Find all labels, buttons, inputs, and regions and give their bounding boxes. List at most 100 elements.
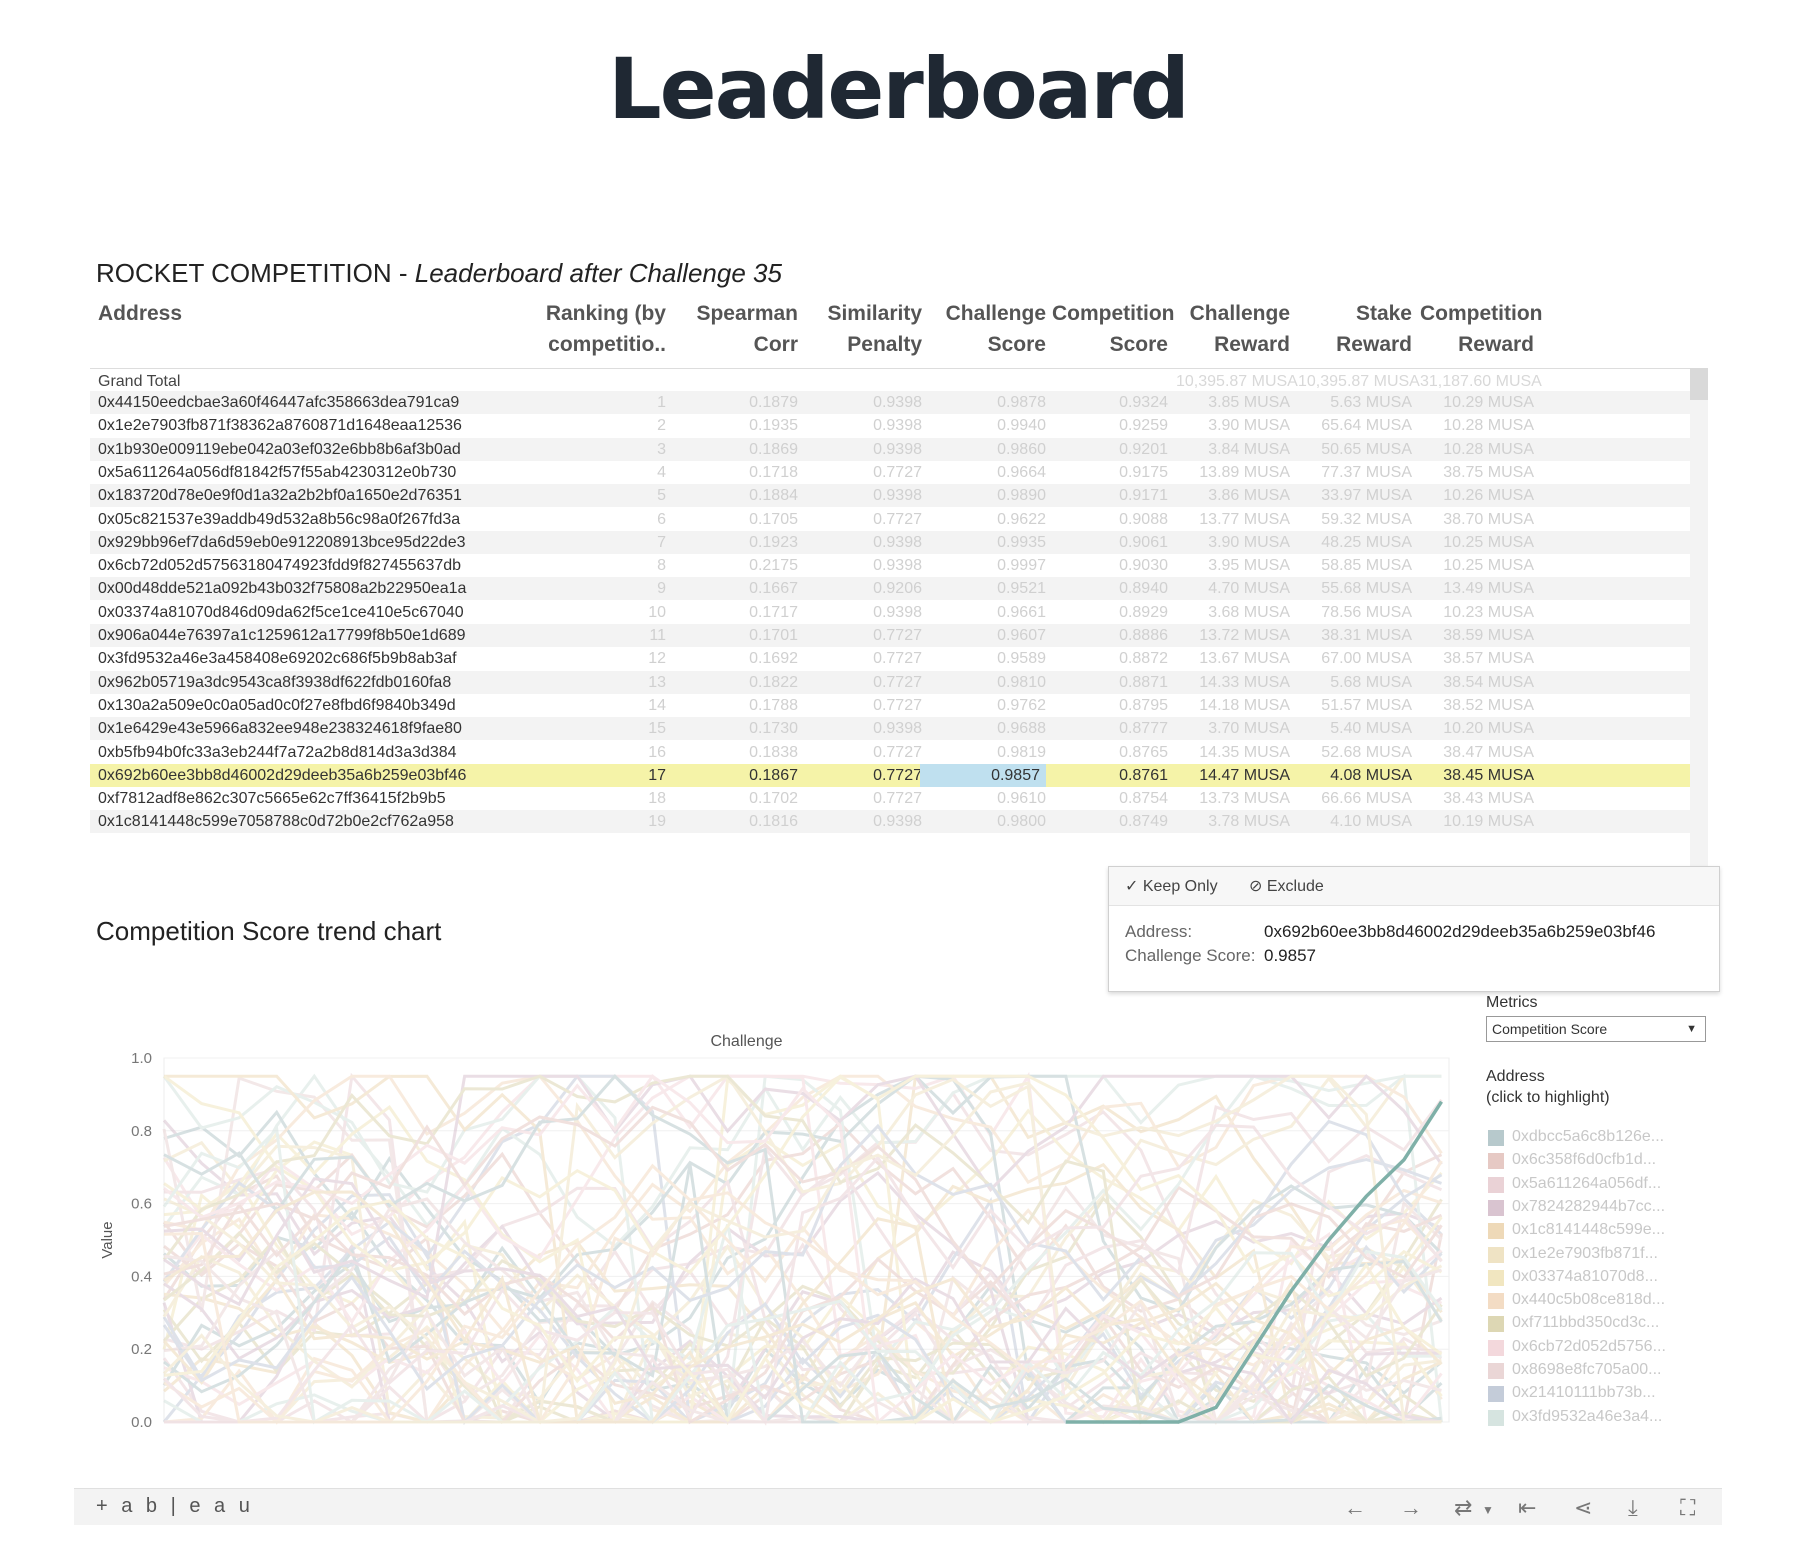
table-row[interactable]: 0xf7812adf8e862c307c5665e62c7ff36415f2b9… (90, 787, 1690, 810)
legend-item[interactable]: 0x6cb72d052d5756... (1486, 1338, 1706, 1358)
table-row[interactable]: 0x962b05719a3dc9543ca8f3938df622fdb0160f… (90, 670, 1690, 694)
leaderboard-table[interactable]: Grand Total 10,395.87 MUSA 10,395.87 MUSA 3… (90, 368, 1690, 890)
column-header[interactable]: Address (98, 298, 358, 329)
table-title: ROCKET COMPETITION - Leaderboard after C… (96, 258, 782, 289)
table-row[interactable]: 0x1e2e7903fb871f38362a8760871d1648eaa125… (90, 414, 1690, 437)
table-row[interactable]: 0x00d48dde521a092b43b032f75808a2b22950ea… (90, 577, 1690, 601)
legend-item[interactable]: 0x03374a81070d8... (1486, 1268, 1706, 1288)
table-cell: 14.35 MUSA (1199, 743, 1290, 761)
column-header[interactable]: Challenge Score (932, 298, 1046, 360)
table-cell: 0.1718 (749, 463, 798, 481)
table-row[interactable]: 0x130a2a509e0c0a05ad0c0f27e8fbd6f9840b34… (90, 694, 1690, 717)
column-header[interactable]: Challenge Reward (1176, 298, 1290, 360)
series-line[interactable] (163, 1074, 1442, 1424)
series-line[interactable] (162, 1123, 1443, 1426)
legend-item[interactable]: 0x5a611264a056df... (1486, 1175, 1706, 1195)
table-cell: 0.7727 (873, 790, 922, 808)
table-row[interactable]: 0xb5fb94b0fc33a3eb244f7a72a2b8d814d3a3d3… (90, 741, 1690, 764)
legend-item[interactable]: 0x440c5b08ce818d... (1486, 1291, 1706, 1311)
table-row[interactable]: 0x44150eedcbae3a60f46447afc358663dea791c… (90, 391, 1690, 414)
revert-icon[interactable]: ⇄ (1454, 1495, 1473, 1520)
legend-swatch (1488, 1409, 1504, 1426)
legend-item[interactable]: 0x7824282944b7cc... (1486, 1198, 1706, 1218)
trend-chart[interactable]: 0.00.20.40.60.81.02479111315171921232527… (74, 950, 1484, 1450)
series-line[interactable] (163, 1160, 1443, 1424)
table-row[interactable]: 0x3fd9532a46e3a458408e69202c686f5b9b8ab3… (90, 647, 1690, 670)
table-row[interactable]: 0x1c8141448c599e7058788c0d72b0e2cf762a95… (90, 810, 1690, 834)
series-line[interactable] (164, 1098, 1443, 1424)
series-line[interactable] (163, 1177, 1442, 1425)
legend-item[interactable]: 0x1e2e7903fb871f... (1486, 1245, 1706, 1265)
column-header[interactable]: Spearman Corr (676, 298, 798, 360)
table-row[interactable]: 0x6cb72d052d57563180474923fdd9f827455637… (90, 554, 1690, 577)
series-line[interactable] (163, 1230, 1443, 1410)
metrics-dropdown[interactable]: Competition Score ▼ (1486, 1016, 1706, 1042)
revert-dropdown-icon[interactable]: ▼ (1482, 1503, 1494, 1517)
table-row[interactable]: 0x05c821537e39addb49d532a8b56c98a0f267fd… (90, 508, 1690, 531)
series-line[interactable] (162, 1217, 1443, 1426)
series-line[interactable] (163, 1074, 1443, 1425)
series-line[interactable] (162, 1125, 1443, 1425)
reset-icon[interactable]: ⇤ (1518, 1495, 1537, 1520)
legend-item[interactable]: 0x21410111bb73b... (1486, 1384, 1706, 1404)
column-header[interactable]: Similarity Penalty (806, 298, 922, 360)
legend-item[interactable]: 0x8698e8fc705a00... (1486, 1361, 1706, 1381)
table-cell: 0.7727 (873, 510, 922, 528)
table-cell: 10.25 MUSA (1443, 533, 1534, 551)
series-line[interactable] (163, 1074, 1443, 1298)
highlighted-series-line[interactable] (1065, 1100, 1443, 1424)
table-cell: 0.1923 (749, 533, 798, 551)
table-row[interactable]: 0x03374a81070d846d09da62f5ce1ce410e5c670… (90, 601, 1690, 624)
legend-swatch (1488, 1316, 1504, 1333)
series-line[interactable] (162, 1074, 1442, 1424)
column-header[interactable]: Competition Score (1052, 298, 1174, 360)
keep-only-button[interactable]: ✓ Keep Only (1125, 876, 1218, 896)
undo-icon[interactable]: ← (1344, 1495, 1366, 1520)
series-line[interactable] (163, 1073, 1442, 1424)
table-cell: 11 (649, 627, 666, 644)
share-icon[interactable]: ⋖ (1574, 1495, 1593, 1520)
table-cell: 3.70 MUSA (1208, 720, 1290, 738)
table-cell: 13 (648, 673, 666, 691)
series-line[interactable] (163, 1105, 1443, 1298)
table-cell: 3.90 MUSA (1208, 533, 1290, 551)
download-icon[interactable]: ⤓ (1628, 1495, 1638, 1520)
table-cell: 13.77 MUSA (1199, 510, 1290, 528)
redo-icon[interactable]: → (1400, 1495, 1422, 1520)
table-row[interactable]: 0x906a044e76397a1c1259612a17799f8b50e1d6… (90, 624, 1690, 647)
legend-item[interactable]: 0x3fd9532a46e3a4... (1486, 1408, 1706, 1428)
series-line[interactable] (163, 1162, 1443, 1424)
legend-swatch (1488, 1293, 1504, 1310)
table-row[interactable]: 0x5a611264a056df81842f57f55ab4230312e0b7… (90, 461, 1690, 484)
column-header-line2: Score (987, 333, 1046, 356)
grand-total-row[interactable]: Grand Total 10,395.87 MUSA 10,395.87 MUSA 3… (90, 368, 1690, 395)
legend-item[interactable]: 0xdbcc5a6c8b126e... (1486, 1128, 1706, 1148)
column-header-line1: Ranking (by (545, 302, 666, 325)
column-header[interactable]: Ranking (by competitio.. (530, 298, 666, 360)
table-cell: 38.59 MUSA (1443, 627, 1534, 644)
table-row[interactable]: 0x692b60ee3bb8d46002d29deeb35a6b259e03bf… (90, 763, 1690, 787)
legend-item[interactable]: 0x1c8141448c599e... (1486, 1221, 1706, 1241)
scrollbar-thumb[interactable] (1690, 368, 1708, 400)
table-cell: 13.67 MUSA (1199, 650, 1290, 668)
table-scrollbar[interactable] (1690, 368, 1708, 890)
column-header[interactable]: Competition Reward (1420, 298, 1542, 360)
table-cell: 0.9259 (1119, 417, 1168, 435)
series-line[interactable] (163, 1190, 1442, 1424)
table-cell: 0.1822 (749, 673, 798, 691)
legend-item[interactable]: 0x6c358f6d0cfb1d... (1486, 1151, 1706, 1171)
chart-title: Competition Score trend chart (96, 916, 442, 946)
series-line[interactable] (163, 1198, 1443, 1425)
exclude-button[interactable]: ⊘ Exclude (1249, 876, 1324, 896)
table-row[interactable]: 0x1b930e009119ebe042a03ef032e6bb8b6af3b0… (90, 437, 1690, 461)
series-line[interactable] (162, 1119, 1443, 1392)
column-header[interactable]: Stake Reward (1298, 298, 1412, 360)
legend-item[interactable]: 0xf711bbd350cd3c... (1486, 1314, 1706, 1334)
table-row[interactable]: 0x183720d78e0e9f0d1a32a2b2bf0a1650e2d763… (90, 484, 1690, 508)
series-line[interactable] (163, 1074, 1443, 1424)
series-line[interactable] (163, 1074, 1443, 1300)
table-row[interactable]: 0x1e6429e43e5966a832ee948e238324618f9fae… (90, 717, 1690, 741)
fullscreen-icon[interactable]: ⛶ (1680, 1495, 1696, 1520)
table-cell: 0.9940 (997, 417, 1046, 435)
table-row[interactable]: 0x929bb96ef7da6d59eb0e912208913bce95d22d… (90, 530, 1690, 554)
